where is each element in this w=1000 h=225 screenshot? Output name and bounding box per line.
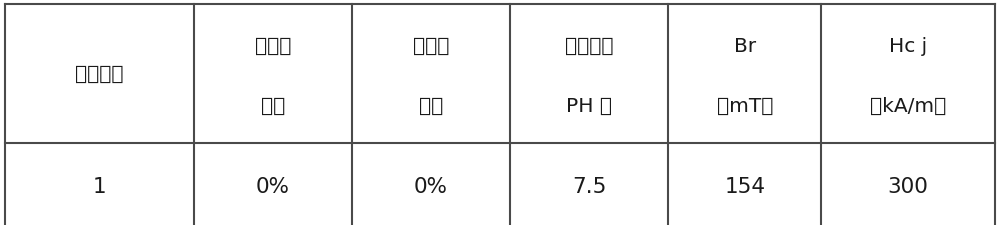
Text: 聚丙烯: 聚丙烯 (255, 36, 291, 56)
Text: Br: Br (734, 36, 756, 56)
Text: （kA/m）: （kA/m） (870, 96, 946, 115)
Text: 0%: 0% (256, 176, 290, 196)
Text: PH 値: PH 値 (566, 96, 612, 115)
Text: 实验编号: 实验编号 (75, 64, 124, 83)
Text: 葡萄糖: 葡萄糖 (413, 36, 449, 56)
Text: 0%: 0% (414, 176, 448, 196)
Text: 1: 1 (93, 176, 106, 196)
Text: （mT）: （mT） (717, 96, 773, 115)
Text: Hc j: Hc j (889, 36, 927, 56)
Text: 酸销: 酸销 (261, 96, 285, 115)
Text: 酸钓: 酸钓 (419, 96, 443, 115)
Text: 研磨介质: 研磨介质 (565, 36, 614, 56)
Text: 7.5: 7.5 (572, 176, 606, 196)
Text: 300: 300 (888, 176, 929, 196)
Text: 154: 154 (724, 176, 766, 196)
